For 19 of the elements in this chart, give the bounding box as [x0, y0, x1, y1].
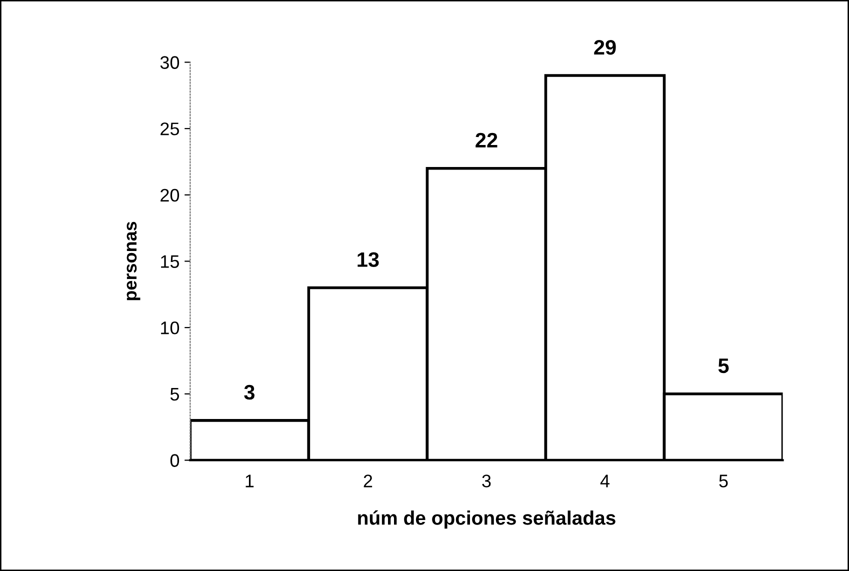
y-tick-label: 0	[170, 454, 180, 467]
y-tick-label: 5	[170, 388, 180, 401]
data-label: 13	[358, 252, 379, 268]
x-tick-label: 5	[719, 474, 728, 488]
data-label: 29	[594, 40, 616, 55]
y-tick-label: 15	[161, 255, 180, 268]
y-tick-label: 20	[160, 188, 180, 202]
x-tick-label: 3	[482, 474, 491, 488]
y-tick-label: 30	[160, 56, 180, 69]
data-label: 5	[718, 358, 729, 374]
data-label: 22	[476, 132, 498, 148]
x-tick-label: 2	[364, 474, 372, 488]
x-tick-label: 1	[246, 474, 254, 488]
y-tick-label: 10	[161, 322, 180, 334]
x-tick-label: 4	[600, 474, 610, 488]
y-tick-label: 25	[160, 122, 180, 136]
y-axis-title: personas	[126, 222, 140, 300]
x-axis-title: núm de opciones señaladas	[358, 510, 616, 529]
data-label: 3	[244, 384, 254, 400]
